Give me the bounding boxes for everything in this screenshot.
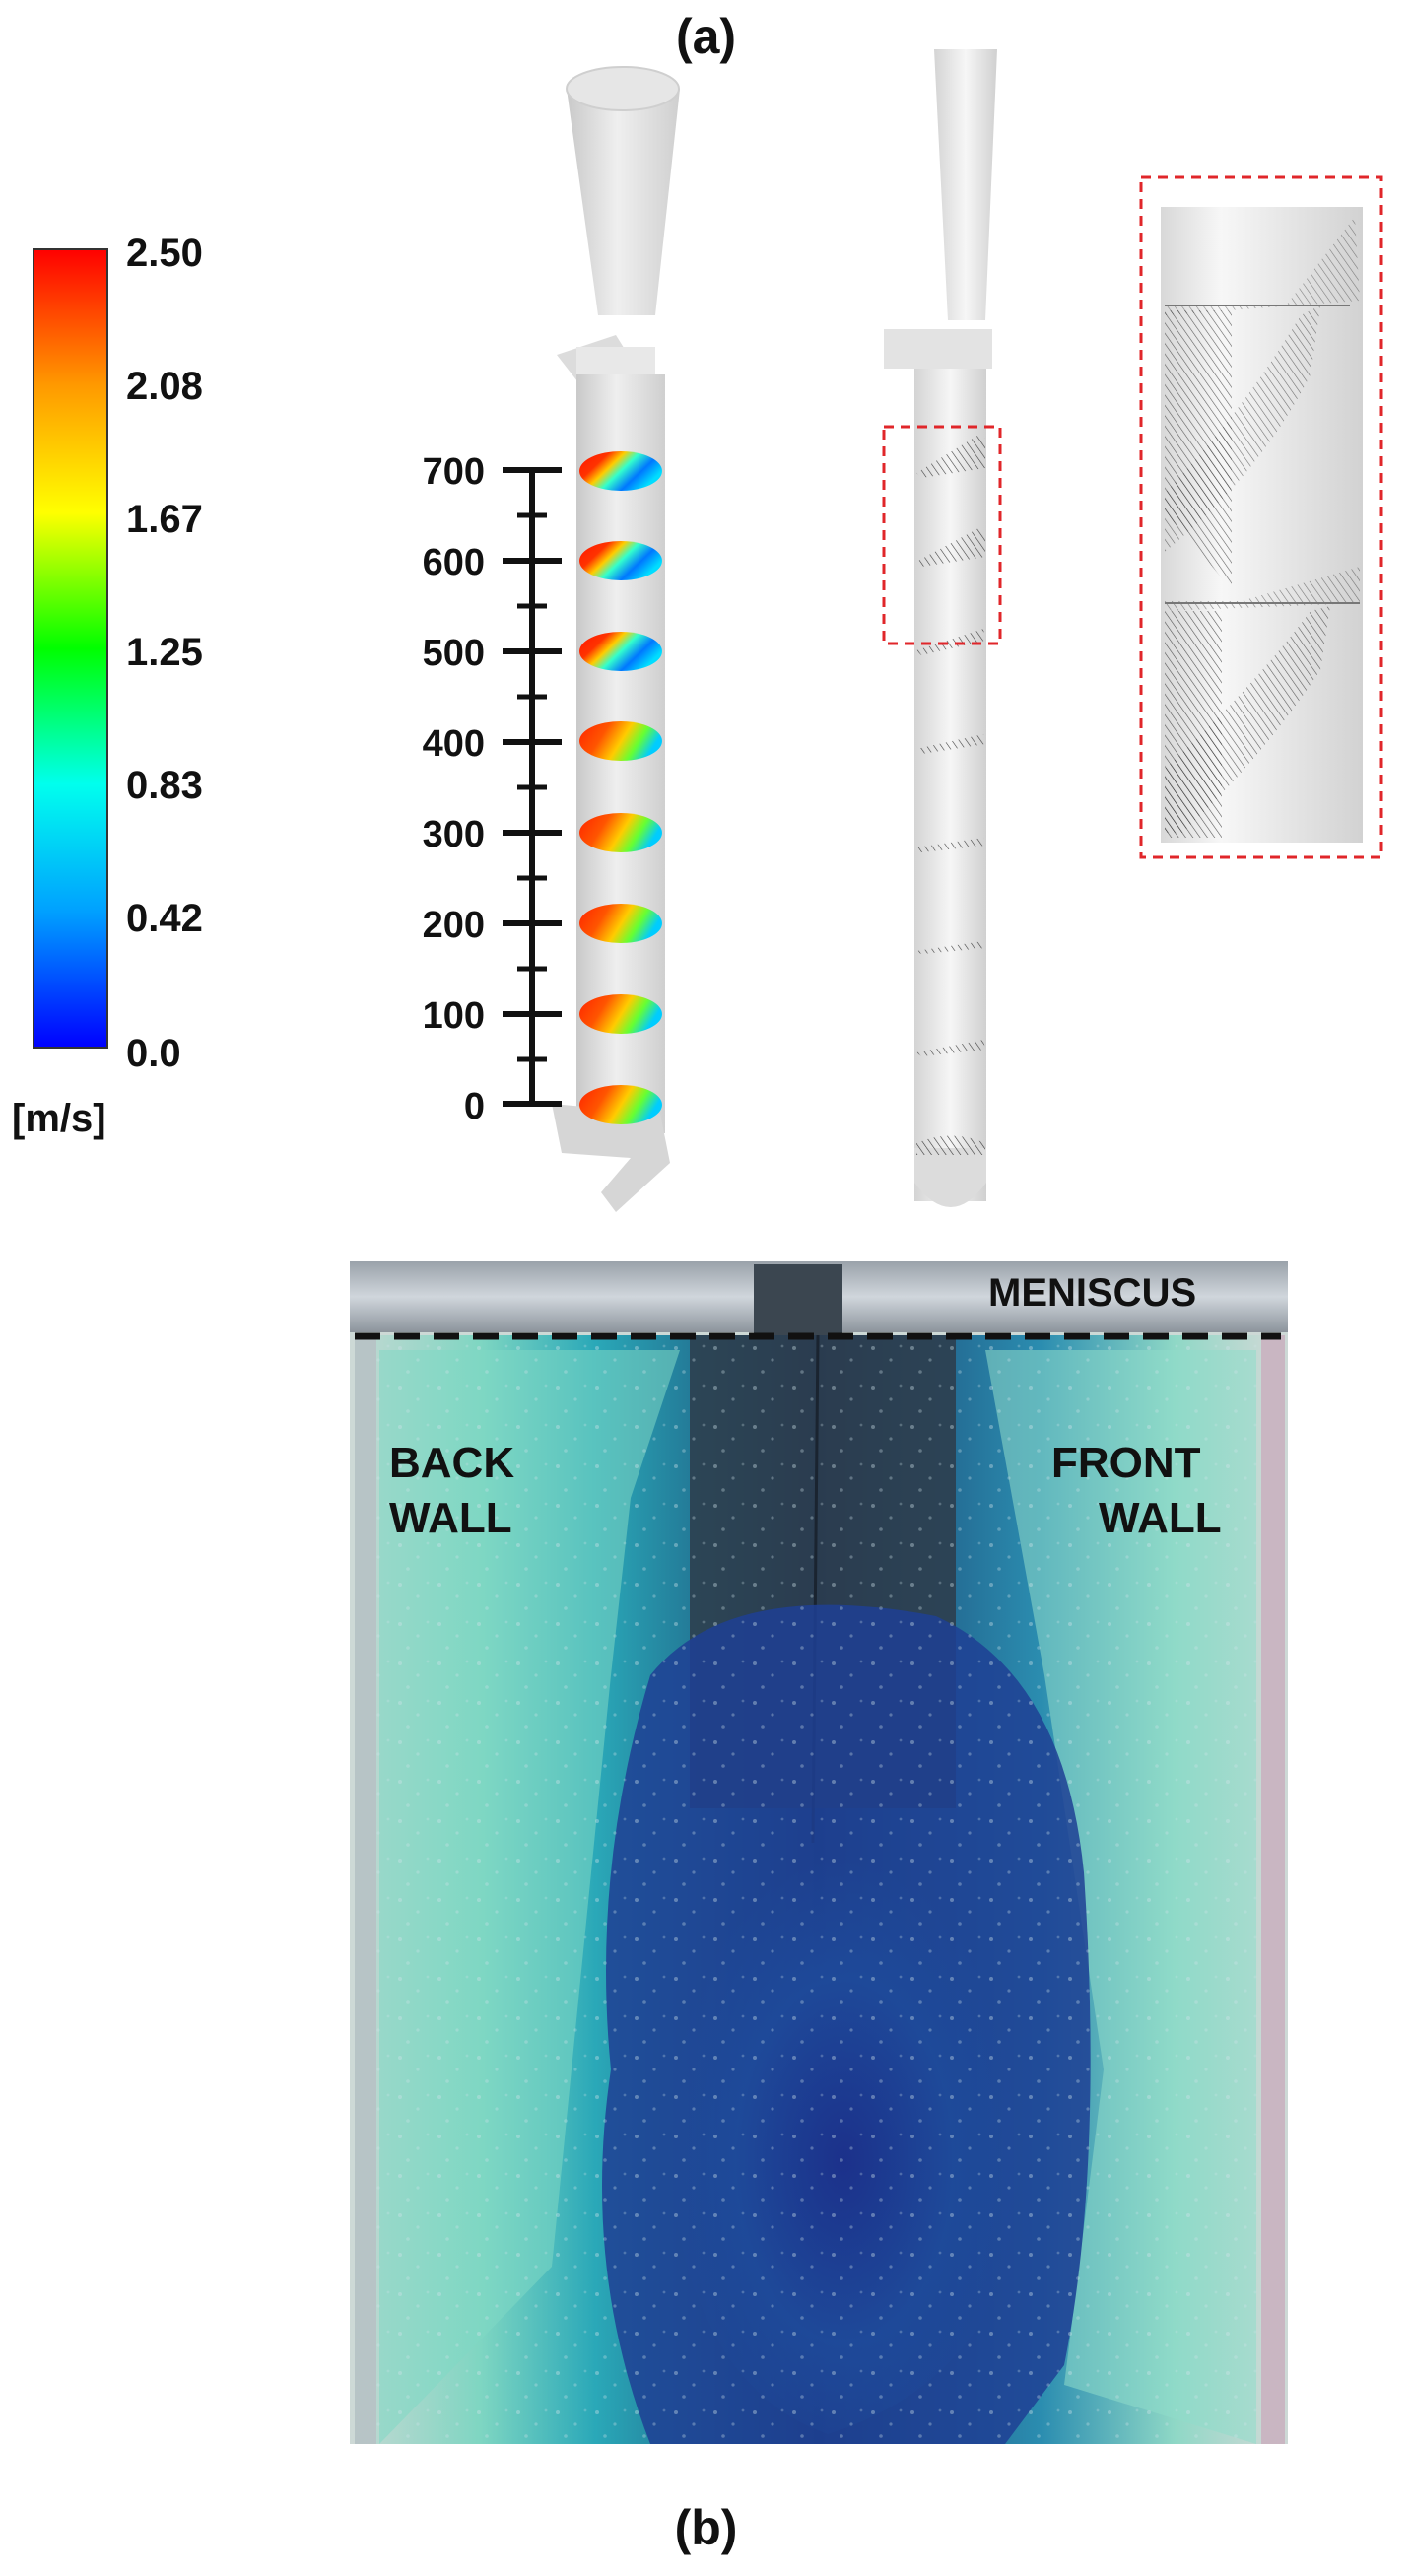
velocity-section-600 [579,541,662,580]
vector-section [916,941,985,954]
velocity-section-700 [579,451,662,491]
colorbar-tick-label: 0.42 [126,897,203,940]
velocity-section-400 [579,721,662,761]
vector-section [916,527,985,567]
height-tick-label: 700 [423,451,485,493]
vector-section [916,734,985,754]
height-tick-label: 400 [423,723,485,765]
vector-section [916,434,985,478]
height-tick-label: 300 [423,814,485,855]
colorbar-tick-label: 0.0 [126,1032,181,1075]
height-tick-label: 500 [423,633,485,674]
colorbar-tick-label: 1.67 [126,498,203,541]
height-tick-label: 100 [423,995,485,1037]
height-tick-label: 600 [423,542,485,583]
colorbar-tick-label: 0.83 [126,764,203,807]
vector-section [916,838,985,852]
nozzle-velocity-model [552,66,680,1212]
height-tick-label: 200 [423,905,485,946]
colorbar-tick-label: 2.08 [126,365,203,408]
vector-section [916,629,985,655]
zoom-inset [1139,175,1383,859]
velocity-section-200 [579,904,662,943]
velocity-section-300 [579,813,662,852]
height-axis: 700 600 500 400 300 200 100 0 [423,451,562,1127]
vector-section [916,1040,985,1056]
back-wall-label-line1: BACK [389,1439,515,1487]
velocity-section-0 [579,1085,662,1124]
back-wall-label-line2: WALL [389,1494,512,1542]
colorbar-unit: [m/s] [12,1097,106,1140]
zoom-region-box [882,425,1002,645]
vector-section [916,1135,985,1155]
colorbar-tick-label: 1.25 [126,631,203,674]
panel-a-label: (a) [675,9,737,64]
meniscus-label: MENISCUS [988,1271,1197,1315]
colorbar-tick-label: 2.50 [126,232,203,275]
front-wall-label-line1: FRONT [1051,1439,1201,1487]
front-wall-label-line2: WALL [1099,1494,1222,1542]
velocity-section-100 [579,994,662,1034]
water-model-photo [350,1261,1288,2444]
nozzle-vector-model [882,49,1002,1207]
velocity-section-500 [579,632,662,671]
height-tick-label: 0 [464,1086,485,1127]
panel-b-label: (b) [674,2500,738,2555]
velocity-colorbar: 2.50 2.08 1.67 1.25 0.83 0.42 0.0 [m/s] [12,232,203,1140]
